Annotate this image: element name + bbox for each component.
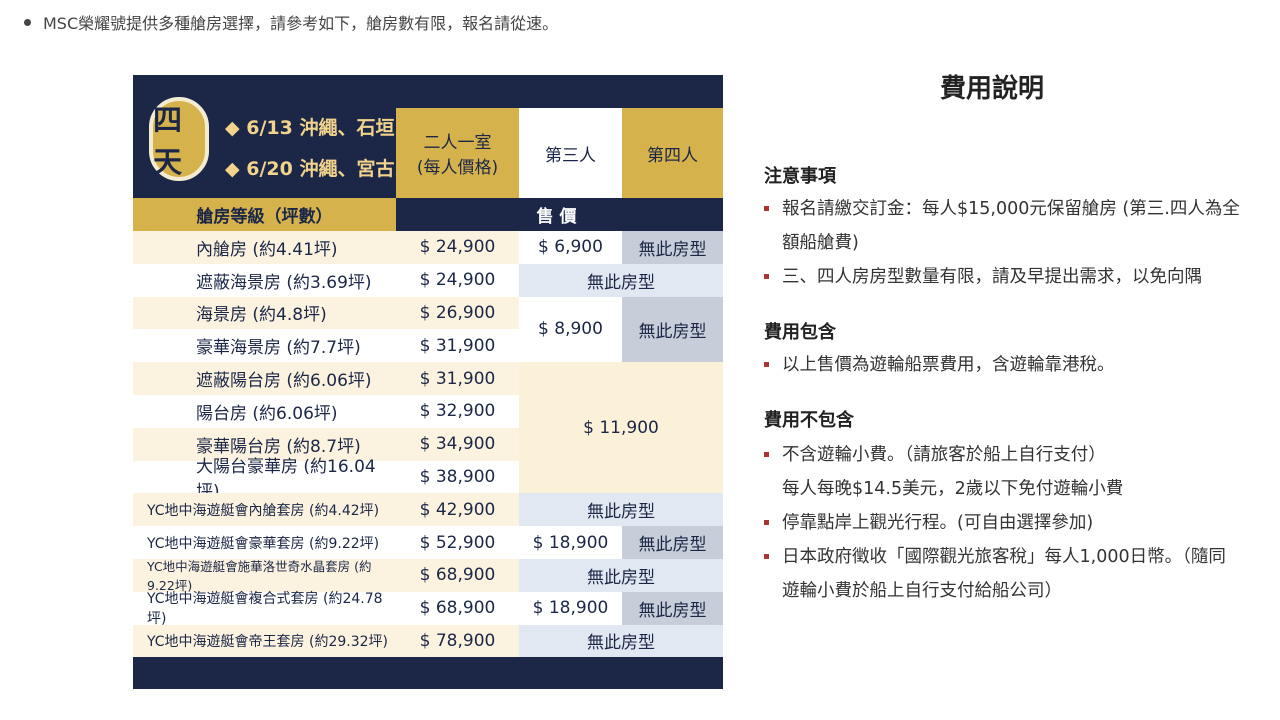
list-item: 以上售價為遊輪船票費用，含遊輪靠港稅。 — [764, 348, 1244, 382]
room-type-cell: 海景房 (約4.8坪) — [133, 296, 396, 330]
twin-price-cell: $ 24,900 — [396, 231, 519, 264]
list-item: 停靠點岸上觀光行程。(可自由選擇參加) — [764, 506, 1244, 540]
room-type-cell: 豪華陽台房 (約8.7坪) — [133, 427, 396, 461]
room-type-cell: YC地中海遊艇會帝王套房 (約29.32坪) — [133, 624, 396, 658]
twin-price-cell: $ 31,900 — [396, 329, 519, 363]
section-heading-notice: 注意事項 — [764, 166, 836, 187]
third-person-price-cell: $ 8,900 — [519, 296, 622, 363]
room-type-cell: YC地中海遊艇會豪華套房 (約9.22坪) — [133, 526, 396, 559]
room-type-cell: 遮蔽海景房 (約3.69坪) — [133, 263, 396, 297]
intro-line: MSC榮耀號提供多種艙房選擇，請參考如下，艙房數有限，報名請從速。 — [24, 10, 558, 34]
twin-price-cell: $ 24,900 — [396, 263, 519, 297]
fourth-person-na-cell: 無此房型 — [622, 591, 723, 625]
third-person-price-cell: $ 6,900 — [519, 231, 622, 264]
extra-person-na-cell: 無此房型 — [519, 624, 723, 658]
twin-price-cell: $ 52,900 — [396, 526, 519, 559]
list-item: 不含遊輪小費。（請旅客於船上自行支付） 每人每晚$14.5美元，2歲以下免付遊輪… — [764, 438, 1244, 506]
room-type-cell: 遮蔽陽台房 (約6.06坪) — [133, 362, 396, 395]
header-twin-line2: (每人價格) — [416, 158, 499, 178]
diamond-bullet-icon: ◆ — [225, 117, 240, 139]
bullet-dot-icon — [24, 18, 31, 26]
list-item-line: 遊輪小費於船上自行支付給船公司） — [782, 581, 1062, 601]
square-bullet-icon — [764, 274, 769, 279]
table-header: 四天 ◆ 6/13 沖繩、石垣島 ◆ 6/20 沖繩、宮古島 二人一室 (每人價… — [133, 75, 723, 198]
twin-price-cell: $ 68,900 — [396, 559, 519, 592]
trip-line-1: ◆ 6/13 沖繩、石垣島 — [225, 113, 413, 140]
square-bullet-icon — [764, 452, 769, 457]
fourth-person-na-cell: 無此房型 — [622, 231, 723, 264]
diamond-bullet-icon: ◆ — [225, 158, 240, 180]
room-type-cell: 陽台房 (約6.06坪) — [133, 395, 396, 428]
room-type-cell: 內艙房 (約4.41坪) — [133, 231, 396, 264]
room-type-cell: YC地中海遊艇會複合式套房 (約24.78坪) — [133, 591, 396, 627]
twin-price-cell: $ 68,900 — [396, 591, 519, 625]
section-heading-included: 費用包含 — [764, 322, 836, 343]
square-bullet-icon — [764, 206, 769, 211]
twin-price-cell: $ 78,900 — [396, 624, 519, 658]
twin-price-cell: $ 38,900 — [396, 460, 519, 494]
header-price: 售價 — [396, 198, 723, 231]
header-third-person: 第三人 — [519, 108, 622, 198]
section-heading-excluded: 費用不包含 — [764, 410, 854, 431]
list-item: 報名請繳交訂金：每人$15,000元保留艙房 (第三.四人為全 額船艙費) — [764, 192, 1244, 260]
duration-badge: 四天 — [149, 97, 209, 181]
fourth-person-na-cell: 無此房型 — [622, 296, 723, 363]
square-bullet-icon — [764, 520, 769, 525]
trip-text: 6/20 沖繩、宮古島 — [246, 158, 414, 180]
list-item: 三、四人房房型數量有限，請及早提出需求，以免向隅 — [764, 260, 1244, 294]
extra-person-price-cell: $ 11,900 — [519, 362, 723, 494]
list-item-line: 每人每晚$14.5美元，2歲以下免付遊輪小費 — [782, 479, 1124, 499]
header-fourth-person: 第四人 — [622, 108, 723, 198]
list-item-line: 額船艙費) — [782, 233, 859, 253]
trip-text: 6/13 沖繩、石垣島 — [246, 117, 414, 139]
twin-price-cell: $ 34,900 — [396, 427, 519, 461]
third-person-price-cell: $ 18,900 — [519, 591, 622, 625]
list-item-line: 不含遊輪小費。（請旅客於船上自行支付） — [782, 445, 1106, 465]
room-type-cell: YC地中海遊艇會內艙套房 (約4.42坪) — [133, 493, 396, 527]
twin-price-cell: $ 26,900 — [396, 296, 519, 330]
list-item-line: 日本政府徵收「國際觀光旅客稅」每人1,000日幣。（隨同 — [782, 547, 1226, 567]
room-type-cell: 大陽台豪華房 (約16.04坪) — [133, 457, 396, 502]
header-twin-room: 二人一室 (每人價格) — [396, 108, 519, 198]
room-type-cell: YC地中海遊艇會施華洛世奇水晶套房 (約9.22坪) — [133, 559, 396, 593]
intro-text: MSC榮耀號提供多種艙房選擇，請參考如下，艙房數有限，報名請從速。 — [43, 14, 559, 33]
list-item-line: 三、四人房房型數量有限，請及早提出需求，以免向隅 — [782, 267, 1202, 287]
room-type-cell: 豪華海景房 (約7.7坪) — [133, 329, 396, 363]
square-bullet-icon — [764, 554, 769, 559]
header-room-grade: 艙房等級（坪數） — [133, 198, 396, 231]
list-item-line: 以上售價為遊輪船票費用，含遊輪靠港稅。 — [782, 355, 1115, 375]
twin-price-cell: $ 42,900 — [396, 493, 519, 527]
extra-person-na-cell: 無此房型 — [519, 559, 723, 592]
twin-price-cell: $ 31,900 — [396, 362, 519, 395]
trip-line-2: ◆ 6/20 沖繩、宮古島 — [225, 154, 413, 181]
square-bullet-icon — [764, 362, 769, 367]
third-person-price-cell: $ 18,900 — [519, 526, 622, 559]
cabin-price-table: 四天 ◆ 6/13 沖繩、石垣島 ◆ 6/20 沖繩、宮古島 二人一室 (每人價… — [133, 75, 723, 689]
list-item-line: 停靠點岸上觀光行程。(可自由選擇參加) — [782, 513, 1094, 533]
header-twin-line1: 二人一室 — [423, 133, 492, 153]
extra-person-na-cell: 無此房型 — [519, 493, 723, 527]
twin-price-cell: $ 32,900 — [396, 395, 519, 428]
notes-title: 費用說明 — [940, 74, 1045, 104]
list-item: 日本政府徵收「國際觀光旅客稅」每人1,000日幣。（隨同 遊輪小費於船上自行支付… — [764, 540, 1244, 608]
fourth-person-na-cell: 無此房型 — [622, 526, 723, 559]
list-item-line: 報名請繳交訂金：每人$15,000元保留艙房 (第三.四人為全 — [782, 199, 1240, 219]
extra-person-na-cell: 無此房型 — [519, 263, 723, 297]
